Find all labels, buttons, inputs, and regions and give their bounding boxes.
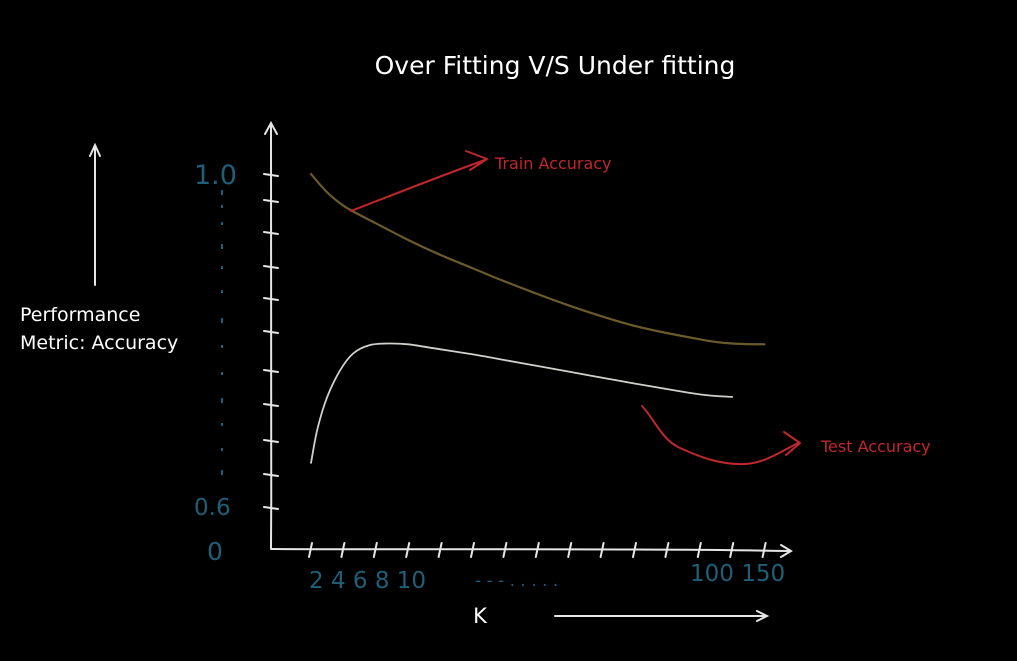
y-tick-0 <box>263 173 279 177</box>
y-tick-2 <box>263 231 279 235</box>
y-direction-arrow <box>89 142 101 286</box>
y-guide-dot-1 <box>221 205 223 208</box>
x-tick-4 <box>437 542 443 558</box>
x-tick-10 <box>632 542 637 558</box>
x-tick-1 <box>340 542 346 558</box>
x-tick-11 <box>664 542 670 558</box>
x-tick-labels-dots: - - - . . . . . <box>475 571 558 591</box>
x-tick-3 <box>405 542 411 558</box>
chart-title: Over Fitting V/S Under fitting <box>375 51 736 80</box>
y-tick-7 <box>263 403 279 407</box>
y-axis-label-line-1: Performance <box>20 304 140 326</box>
y-tick-5 <box>263 330 279 334</box>
y-tick-label-top: 1.0 <box>194 160 237 191</box>
y-axis-label-line-2: Metric: Accuracy <box>20 332 178 354</box>
x-tick-14 <box>761 542 767 558</box>
series-line-test-accuracy <box>310 342 734 464</box>
y-guide-dot-6 <box>221 318 223 323</box>
y-guide-dot-3 <box>221 244 223 249</box>
x-tick-labels-left: 2 4 6 8 10 <box>309 568 426 594</box>
y-guide-dot-4 <box>221 266 223 269</box>
y-guide-dot-5 <box>221 290 223 293</box>
y-guide-dot-2 <box>221 222 223 225</box>
x-tick-9 <box>599 542 605 558</box>
y-tick-label-0.6: 0.6 <box>194 495 231 521</box>
y-guide-dot-11 <box>221 448 223 451</box>
y-tick-6 <box>263 369 279 373</box>
train-accuracy-arrow <box>350 150 488 212</box>
y-tick-label-origin: 0 <box>207 537 223 566</box>
y-tick-1 <box>263 199 279 203</box>
series-line-train-accuracy <box>309 172 766 346</box>
y-axis <box>264 120 278 549</box>
x-axis-label: K <box>473 604 488 628</box>
y-tick-3 <box>263 265 279 269</box>
y-guide-dot-8 <box>221 372 223 375</box>
y-tick-8 <box>263 439 279 443</box>
train-accuracy-label: Train Accuracy <box>494 154 612 173</box>
x-axis-ticks <box>308 542 767 558</box>
x-tick-0 <box>308 542 313 558</box>
x-tick-7 <box>534 542 540 558</box>
x-tick-8 <box>567 542 573 558</box>
x-tick-12 <box>696 542 702 558</box>
y-tick-10 <box>263 506 279 510</box>
y-axis-ticks <box>263 173 279 510</box>
x-tick-5 <box>470 542 475 558</box>
y-guide-dot-12 <box>221 470 223 475</box>
y-guide-dot-0 <box>221 190 223 195</box>
y-guide-dot-7 <box>221 345 223 348</box>
y-guide-dot-10 <box>221 423 223 426</box>
y-tick-9 <box>263 473 279 477</box>
x-tick-13 <box>729 542 735 558</box>
y-guide-dot-9 <box>221 398 223 403</box>
test-accuracy-arrow <box>641 405 801 466</box>
x-axis <box>270 544 793 558</box>
x-tick-labels-right: 100 150 <box>690 561 785 587</box>
y-tick-4 <box>263 297 279 301</box>
test-accuracy-label: Test Accuracy <box>820 437 931 456</box>
y-axis-dotted-guide <box>221 190 223 475</box>
x-tick-2 <box>372 542 378 558</box>
x-direction-arrow <box>554 610 770 622</box>
x-tick-6 <box>502 542 508 558</box>
